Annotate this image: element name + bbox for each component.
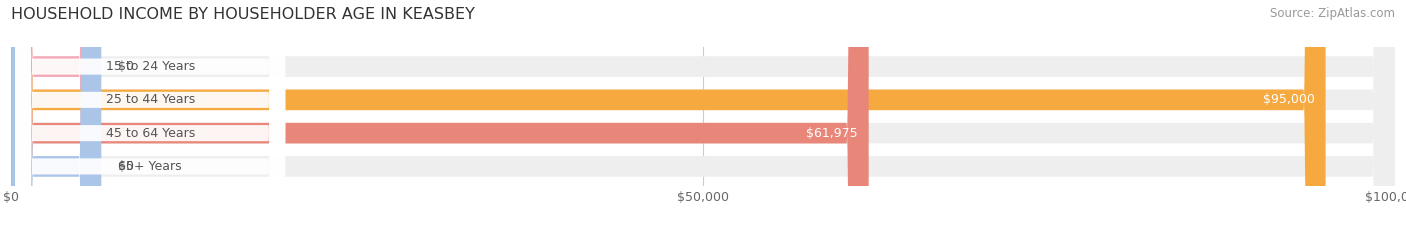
Text: 45 to 64 Years: 45 to 64 Years — [105, 127, 195, 140]
Text: HOUSEHOLD INCOME BY HOUSEHOLDER AGE IN KEASBEY: HOUSEHOLD INCOME BY HOUSEHOLDER AGE IN K… — [11, 7, 475, 22]
FancyBboxPatch shape — [15, 0, 285, 233]
Text: 25 to 44 Years: 25 to 44 Years — [105, 93, 195, 106]
Text: $0: $0 — [118, 160, 134, 173]
FancyBboxPatch shape — [11, 0, 1395, 233]
FancyBboxPatch shape — [11, 0, 1395, 233]
FancyBboxPatch shape — [11, 0, 101, 233]
Text: 15 to 24 Years: 15 to 24 Years — [105, 60, 195, 73]
FancyBboxPatch shape — [11, 0, 869, 233]
Text: Source: ZipAtlas.com: Source: ZipAtlas.com — [1270, 7, 1395, 20]
Text: 65+ Years: 65+ Years — [118, 160, 183, 173]
FancyBboxPatch shape — [11, 0, 1395, 233]
FancyBboxPatch shape — [11, 0, 1326, 233]
FancyBboxPatch shape — [11, 0, 101, 233]
Text: $0: $0 — [118, 60, 134, 73]
FancyBboxPatch shape — [15, 0, 285, 233]
FancyBboxPatch shape — [15, 0, 285, 233]
Text: $95,000: $95,000 — [1263, 93, 1315, 106]
FancyBboxPatch shape — [15, 0, 285, 233]
Text: $61,975: $61,975 — [806, 127, 858, 140]
FancyBboxPatch shape — [11, 0, 1395, 233]
